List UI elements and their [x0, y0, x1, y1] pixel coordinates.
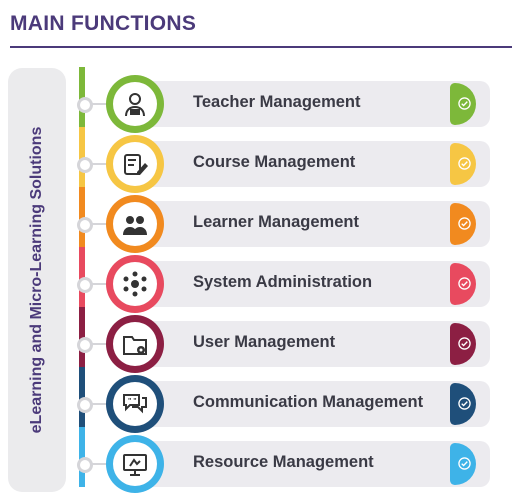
function-item: System Administration [75, 255, 495, 313]
function-label: Resource Management [193, 453, 374, 471]
learners-icon [123, 216, 147, 235]
function-label: Teacher Management [193, 93, 361, 111]
icon-badge [113, 322, 157, 366]
side-label: eLearning and Micro-Learning Solutions [28, 126, 45, 434]
function-item: Course Management [75, 135, 495, 193]
timeline-dot [77, 157, 110, 173]
function-item: Resource Management [75, 435, 495, 493]
check-icon [458, 277, 471, 290]
function-card [125, 441, 490, 487]
network-admin-icon [123, 271, 147, 297]
check-icon [458, 397, 471, 410]
function-label: User Management [193, 333, 336, 351]
check-icon [458, 217, 471, 230]
function-item: User Management [75, 315, 495, 373]
title-divider [10, 46, 512, 48]
function-label: Communication Management [193, 393, 424, 411]
function-card [125, 381, 490, 427]
resource-screen-icon [123, 454, 147, 476]
timeline-dot [77, 337, 110, 353]
function-label: Learner Management [193, 213, 359, 231]
icon-badge [113, 142, 157, 186]
course-edit-icon [124, 154, 148, 175]
timeline-dot [77, 97, 110, 113]
page-title: MAIN FUNCTIONS [10, 12, 197, 35]
svg-text:" ": " " [128, 398, 137, 405]
icon-badge [113, 442, 157, 486]
timeline-dot [77, 277, 110, 293]
timeline-dot [77, 397, 110, 413]
user-folder-icon [123, 336, 147, 355]
function-card [125, 321, 490, 367]
function-item: Learner Management [75, 195, 495, 253]
function-card [125, 81, 490, 127]
function-label: Course Management [193, 153, 356, 171]
check-icon [458, 157, 471, 170]
timeline-dot [77, 457, 110, 473]
function-card [125, 261, 490, 307]
timeline-dot [77, 217, 110, 233]
function-card [125, 141, 490, 187]
function-item: Teacher Management [75, 75, 495, 133]
check-icon [458, 97, 471, 110]
chat-bubbles-icon: " " [123, 394, 147, 414]
check-icon [458, 457, 471, 470]
side-panel [8, 68, 66, 492]
check-icon [458, 337, 471, 350]
teacher-icon [125, 93, 145, 117]
function-label: System Administration [193, 273, 373, 291]
function-item: " " Communication Management [75, 375, 495, 433]
function-card [125, 201, 490, 247]
icon-badge [113, 202, 157, 246]
